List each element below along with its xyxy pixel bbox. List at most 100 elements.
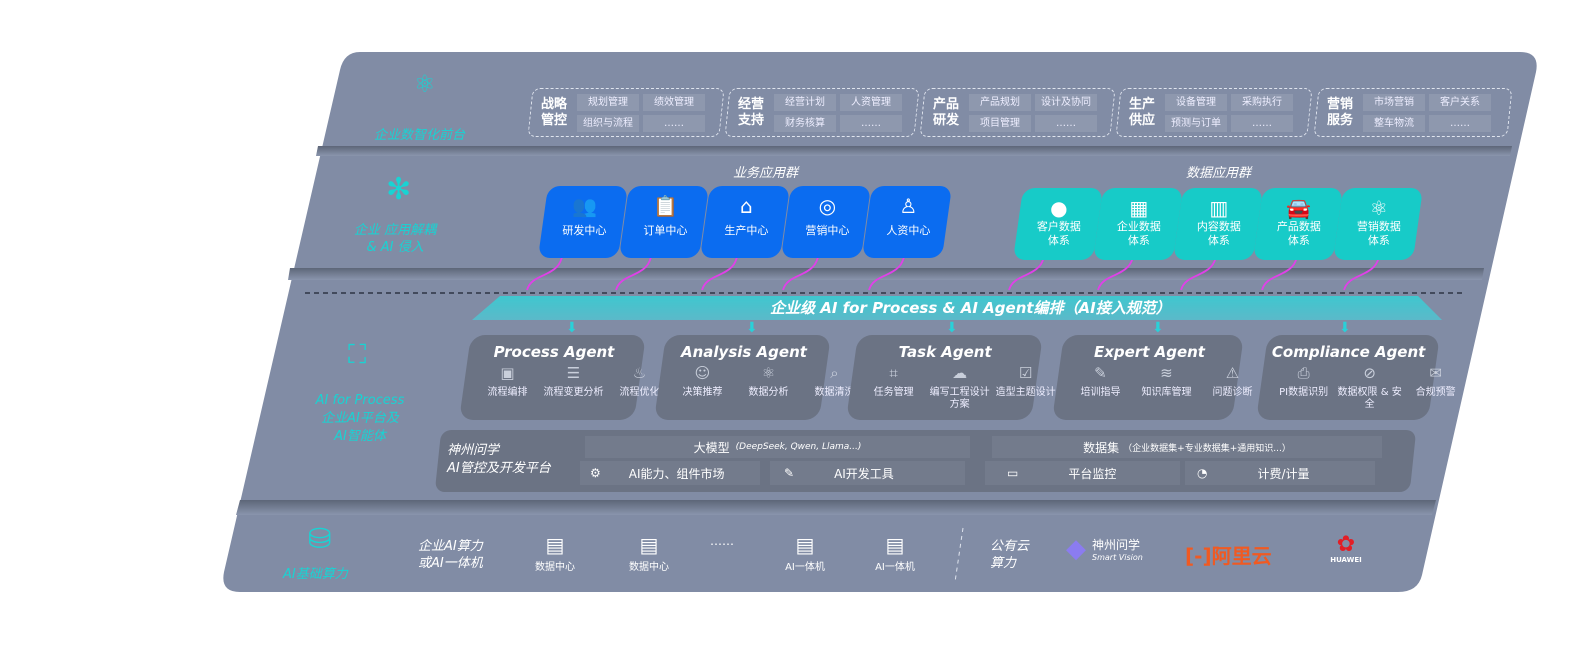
server-icon: ▤	[795, 533, 815, 557]
card-label: 体系	[1047, 234, 1070, 247]
group-item[interactable]: 预测与订单	[1165, 114, 1227, 132]
group-title: 生产供应	[1129, 96, 1156, 128]
server-icon: ▤	[545, 533, 565, 557]
orchestration-banner: 企业级 AI for Process & AI Agent编排（AI接入规范）	[770, 299, 1171, 317]
onprem-label-line: 企业AI算力	[418, 539, 483, 554]
apps-label-line: 企业 应用解耦	[354, 223, 437, 238]
capability-label: 任务管理	[873, 387, 914, 398]
capability-icon: ▣	[500, 364, 515, 382]
group-item[interactable]: 设计及协同	[1035, 93, 1097, 111]
capability-icon: ☁	[952, 364, 968, 382]
huawei-petal-icon: ✿	[1336, 532, 1356, 557]
agent-capability: ☁ 编写工程设计方案	[927, 364, 993, 411]
smart-vision-logo: ◆ 神州问学 Smart Vision	[1066, 534, 1143, 564]
agent-card[interactable]: Analysis Agent ☺ 决策推荐 ⚛ 数据分析 ⌕ 数据清洗	[654, 335, 854, 420]
agent-title: Compliance Agent	[1271, 343, 1426, 361]
group-item[interactable]: 产品规划	[969, 93, 1031, 111]
group-item[interactable]: 绩效管理	[643, 93, 705, 111]
group-item[interactable]: ……	[840, 114, 902, 132]
data-app-card[interactable]: 🚘 产品数据 体系	[1252, 188, 1344, 260]
logo-text: 神州问学	[1092, 538, 1141, 552]
card-label: 产品数据	[1276, 220, 1321, 233]
group-item[interactable]: 人资管理	[840, 93, 902, 111]
group-item[interactable]: 设备管理	[1165, 93, 1227, 111]
billing-button[interactable]: ◔ 计费/计量	[1185, 461, 1375, 485]
orchestration-banner-bg	[472, 296, 1442, 320]
business-app-card[interactable]: 👥 研发中心	[537, 186, 629, 258]
dev-tools-button[interactable]: ✎ AI开发工具	[770, 461, 965, 485]
capability-icon: ☰	[566, 364, 581, 382]
platform-monitor-button[interactable]: ▭ 平台监控	[985, 461, 1180, 485]
group-item[interactable]: ……	[643, 114, 705, 132]
business-app-card[interactable]: 📋 订单中心	[618, 186, 710, 258]
agent-card[interactable]: Task Agent ⌗ 任务管理 ☁ 编写工程设计方案 ☑ 造型主题设计	[846, 335, 1056, 420]
capability-label: 流程变更分析	[543, 387, 604, 398]
user-icon: ●	[1050, 196, 1068, 220]
group-title: 营销服务	[1327, 96, 1354, 128]
component-market-button[interactable]: ⚙ AI能力、组件市场	[580, 461, 760, 485]
person-icon: ♙	[899, 194, 918, 218]
platform-name-line: 神州问学	[447, 443, 500, 458]
platform-name: 神州问学 AI管控及开发平台	[447, 442, 551, 478]
card-label: 客户数据	[1036, 220, 1081, 233]
data-group-title: 数据应用群	[1186, 166, 1252, 181]
books-icon: ▥	[1209, 196, 1229, 220]
capability-icon: ☺	[694, 364, 711, 382]
capability-label: 造型主题设计	[995, 387, 1056, 398]
ai-label: AI for Process 企业AI平台及 AI智能体	[300, 392, 420, 446]
apps-label: 企业 应用解耦 & AI 侵入	[354, 222, 436, 256]
business-app-card[interactable]: ♙ 人资中心	[861, 186, 953, 258]
agent-capability: ✉ 合规预警	[1403, 364, 1469, 411]
group-item[interactable]: ……	[1429, 114, 1491, 132]
group-item[interactable]: 客户关系	[1429, 93, 1491, 111]
agent-capability: ⚠ 问题诊断	[1199, 364, 1265, 399]
onprem-label-line: 或AI一体机	[418, 556, 483, 571]
dataset-title: 数据集	[1083, 440, 1120, 455]
public-cloud-label: 公有云 算力	[990, 538, 1029, 572]
group-item[interactable]: 财务核算	[774, 114, 836, 132]
base-label: AI基础算力	[283, 567, 348, 582]
model-note: (DeepSeek, Qwen, Llama...)	[735, 442, 862, 452]
group-item[interactable]: 整车物流	[1363, 114, 1425, 132]
server-item: ▤ 数据中心	[520, 532, 590, 573]
front-group: 战略管控 规划管理 绩效管理 组织与流程……	[527, 88, 725, 137]
agent-title: Analysis Agent	[681, 343, 807, 361]
agent-title: Task Agent	[898, 343, 992, 361]
front-group: 营销服务 市场营销 客户关系 整车物流……	[1313, 88, 1513, 137]
group-item[interactable]: 组织与流程	[577, 114, 639, 132]
group-item[interactable]: 采购执行	[1231, 93, 1293, 111]
capability-label: 数据权限 & 安全	[1337, 387, 1402, 410]
group-item[interactable]: ……	[1231, 114, 1293, 132]
group-item[interactable]: 项目管理	[969, 114, 1031, 132]
data-app-card[interactable]: ● 客户数据 体系	[1012, 188, 1104, 260]
agent-card[interactable]: Compliance Agent ⎙ PI数据识别 ⊘ 数据权限 & 安全 ✉ 合规预警	[1256, 335, 1456, 420]
group-item[interactable]: ……	[1035, 114, 1097, 132]
server-item: ▤ AI一体机	[860, 532, 930, 573]
building-icon: ▦	[1129, 196, 1149, 220]
logo-text: HUAWEI	[1330, 556, 1362, 564]
factory-icon: ⌂	[740, 194, 753, 218]
agent-card[interactable]: Expert Agent ✎ 培训指导 ≋ 知识库管理 ⚠ 问题诊断	[1052, 335, 1252, 420]
group-item[interactable]: 市场营销	[1363, 93, 1425, 111]
clipboard-icon: 📋	[652, 194, 678, 218]
group-item[interactable]: 规划管理	[577, 93, 639, 111]
atom-icon: ⚛	[1369, 196, 1388, 220]
logo-text: Smart Vision	[1092, 553, 1143, 562]
card-label: 体系	[1207, 234, 1230, 247]
agent-capability: ⎙ PI数据识别	[1271, 364, 1337, 411]
code-icon: ✎	[784, 466, 795, 480]
capability-label: 合规预警	[1415, 387, 1456, 398]
business-app-card[interactable]: ⌂ 生产中心	[699, 186, 791, 258]
data-app-card[interactable]: ⚛ 营销数据 体系	[1332, 188, 1424, 260]
card-label: 企业数据	[1116, 220, 1161, 233]
group-item[interactable]: 经营计划	[774, 93, 836, 111]
data-app-card[interactable]: ▥ 内容数据 体系	[1172, 188, 1264, 260]
capability-icon: ⚛	[761, 364, 776, 382]
data-app-card[interactable]: ▦ 企业数据 体系	[1092, 188, 1184, 260]
tool-label: 计费/计量	[1257, 466, 1310, 481]
front-group: 产品研发 产品规划 设计及协同 项目管理……	[919, 88, 1116, 137]
face-scan-icon: ⛶	[348, 340, 367, 370]
agent-card[interactable]: Process Agent ▣ 流程编排 ☰ 流程变更分析 ♨ 流程优化	[459, 335, 659, 420]
business-app-card[interactable]: ◎ 营销中心	[780, 186, 872, 258]
capability-label: 数据分析	[748, 387, 789, 398]
